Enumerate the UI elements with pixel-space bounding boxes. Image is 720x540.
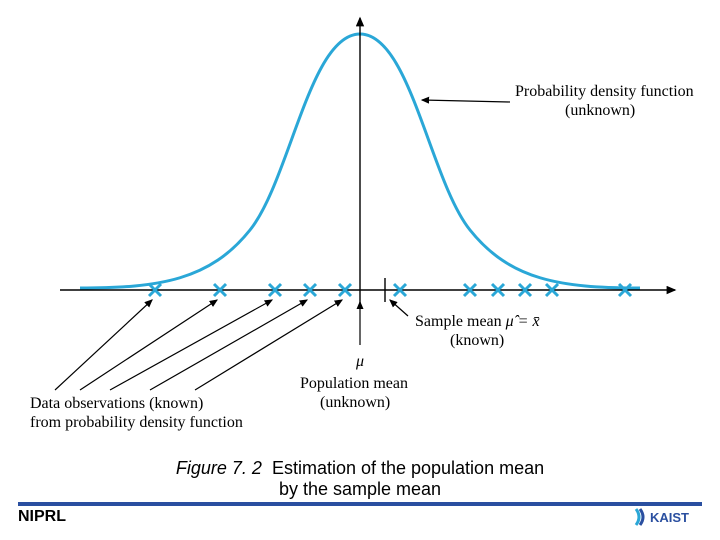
- figure-label: Figure 7. 2: [176, 458, 262, 478]
- figure-caption-text1: Estimation of the population mean: [272, 458, 544, 478]
- data-obs-label-line1: Data observations (known): [30, 395, 203, 412]
- figure-caption: Figure 7. 2 Estimation of the population…: [0, 458, 720, 500]
- svg-text:KAIST: KAIST: [650, 510, 689, 525]
- pdf-label-line2: (unknown): [565, 102, 635, 119]
- kaist-logo: KAIST: [634, 506, 702, 528]
- data-obs-arrows: [55, 300, 342, 390]
- sample-mean-label-line2: (known): [450, 332, 504, 349]
- footer-divider: [18, 502, 702, 506]
- data-obs-label-line2: from probability density function: [30, 414, 243, 431]
- mu-symbol: μ: [355, 353, 364, 370]
- sample-mean-arrow: [390, 300, 408, 316]
- diagram-svg: Probability density function (unknown) S…: [0, 0, 720, 450]
- pop-mean-label-line2: (unknown): [320, 394, 390, 411]
- figure-caption-text2: by the sample mean: [279, 479, 441, 499]
- footer-left-label: NIPRL: [18, 508, 66, 526]
- sample-mean-label-line1: Sample mean μ̂ = x̄: [415, 313, 540, 330]
- pdf-label-arrow: [422, 100, 510, 102]
- pop-mean-label-line1: Population mean: [300, 375, 408, 392]
- figure-diagram: Probability density function (unknown) S…: [0, 0, 720, 450]
- pdf-label-line1: Probability density function: [515, 83, 694, 100]
